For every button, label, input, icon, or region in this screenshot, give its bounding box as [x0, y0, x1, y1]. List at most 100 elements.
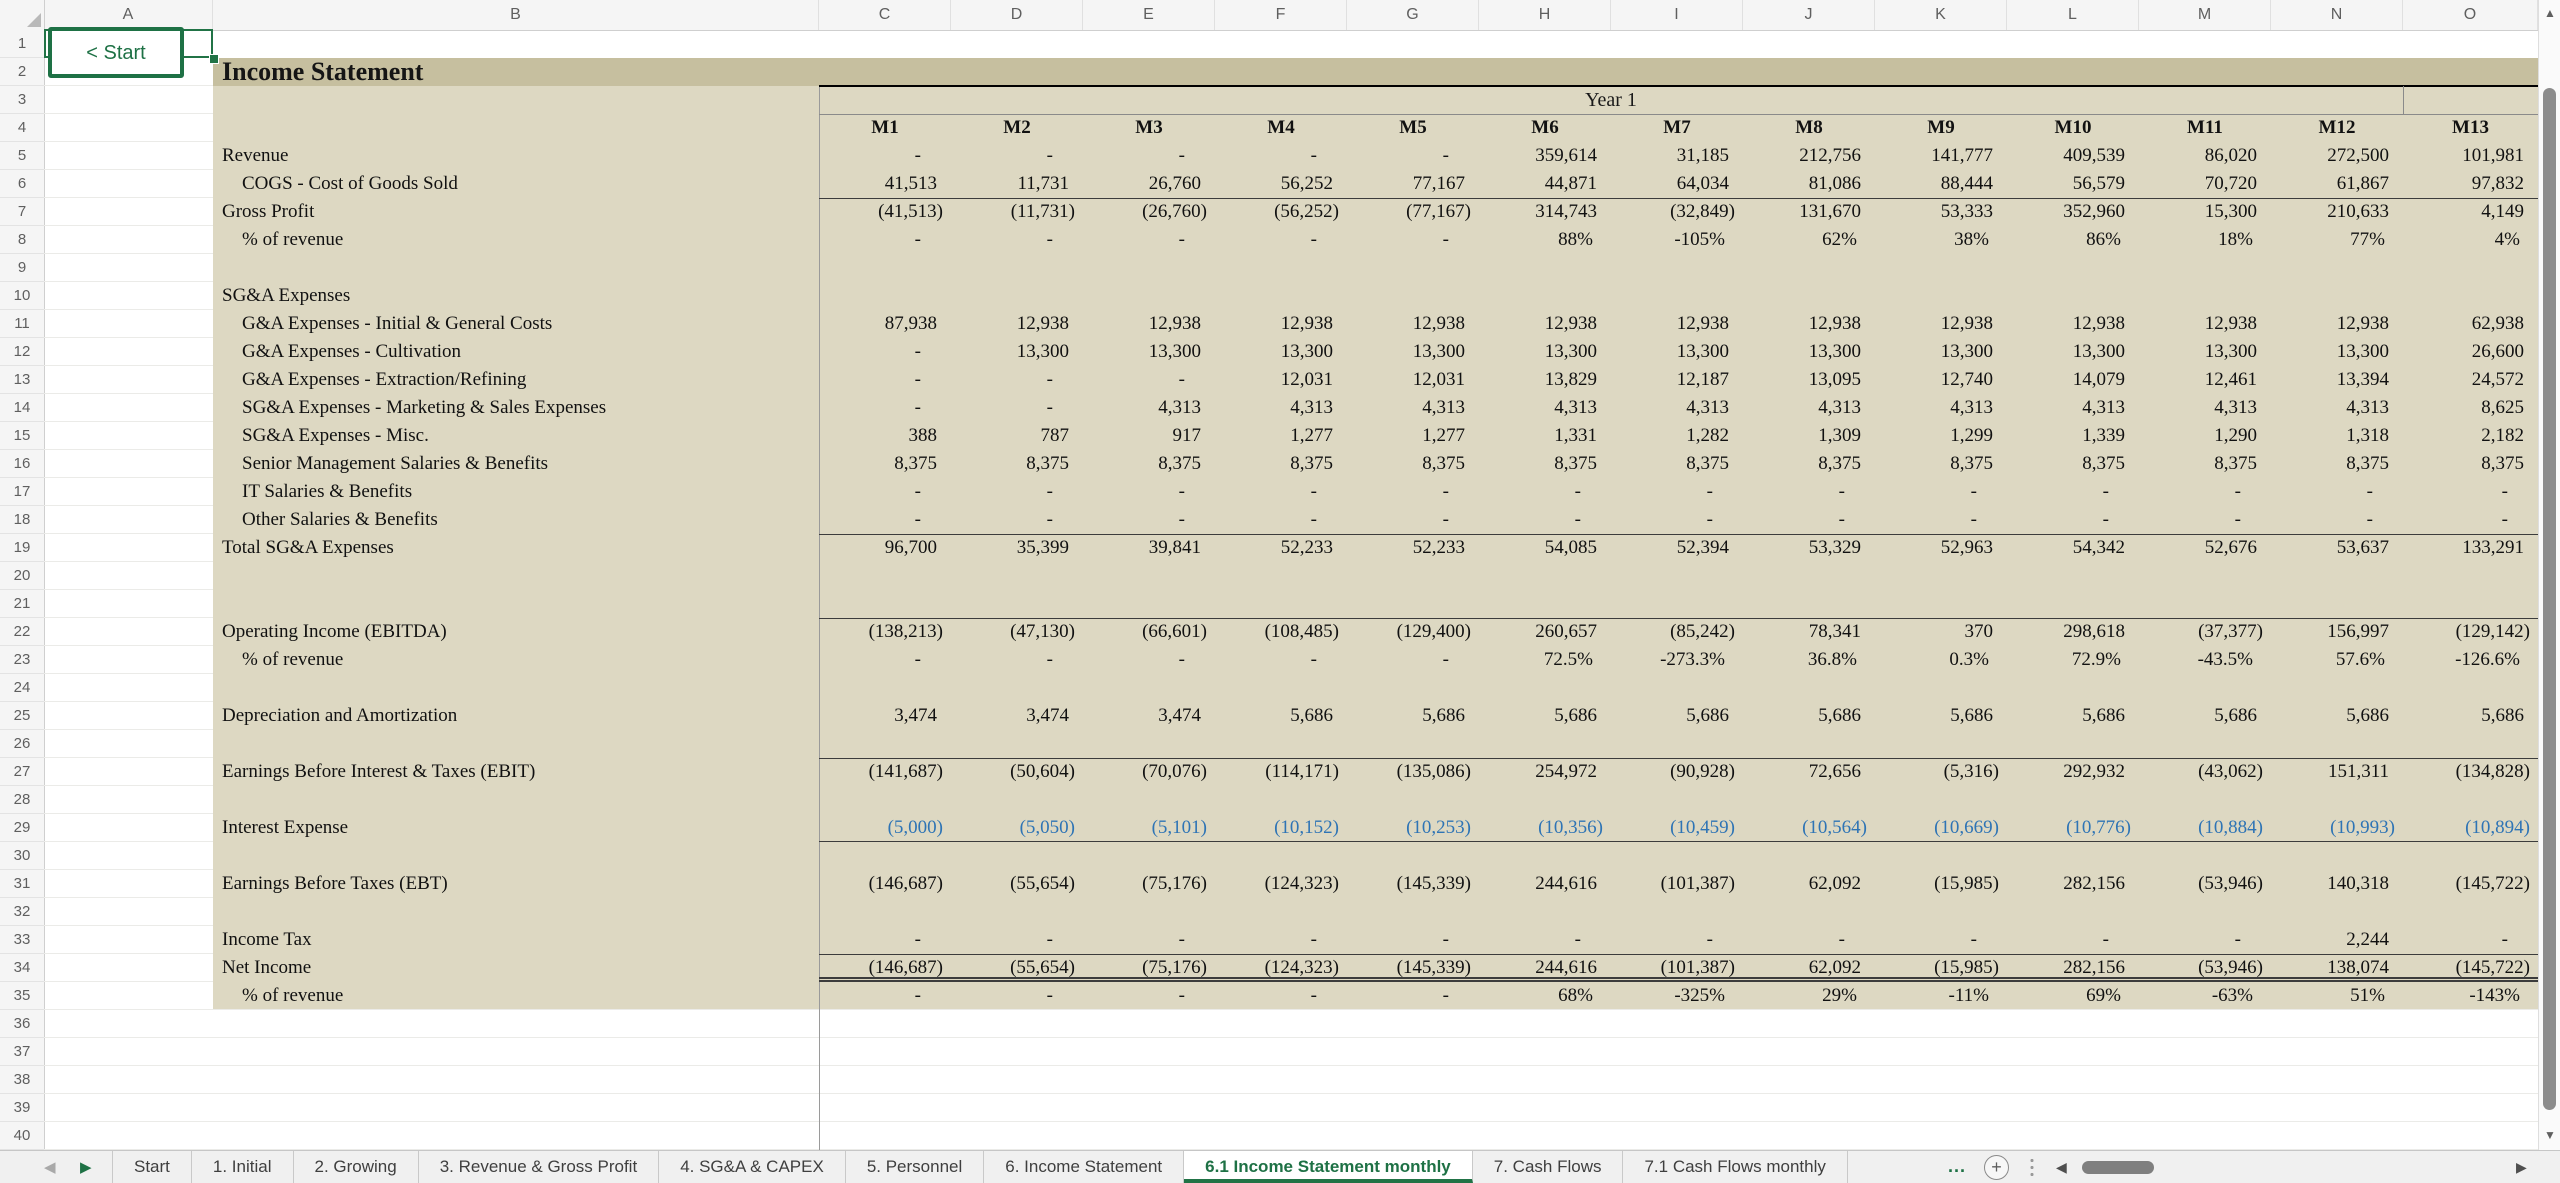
cell[interactable]: (124,323) — [1264, 873, 1339, 894]
cell[interactable]: 78,341 — [1808, 621, 1861, 642]
cell[interactable]: - — [1046, 481, 1053, 502]
sheet-tab-1-initial[interactable]: 1. Initial — [192, 1151, 294, 1183]
cell[interactable]: 12,740 — [1940, 369, 1993, 390]
scroll-up-icon[interactable]: ▲ — [2544, 6, 2556, 20]
sheet-tab-6-1-income-statement-monthly[interactable]: 6.1 Income Statement monthly — [1184, 1151, 1473, 1183]
cell[interactable]: 12,938 — [1940, 313, 1993, 334]
cell[interactable]: 314,743 — [1535, 201, 1597, 222]
cell[interactable]: (56,252) — [1274, 201, 1339, 222]
cell[interactable]: 26,600 — [2471, 341, 2524, 362]
cell[interactable]: 72.9% — [2071, 649, 2121, 670]
cell[interactable]: 72.5% — [1543, 649, 1593, 670]
cell[interactable]: - — [1310, 985, 1317, 1006]
column-header-O[interactable]: O — [2403, 0, 2538, 30]
cell[interactable]: - — [1442, 649, 1449, 670]
cell[interactable]: (55,654) — [1010, 873, 1075, 894]
cell[interactable]: 210,633 — [2327, 201, 2389, 222]
row-header-36[interactable]: 36 — [0, 1010, 44, 1038]
cell[interactable]: 62% — [1822, 229, 1857, 250]
cell[interactable]: 13,300 — [2204, 341, 2257, 362]
cell[interactable]: 1,277 — [1422, 425, 1465, 446]
cell[interactable]: - — [1310, 145, 1317, 166]
cell[interactable]: (5,050) — [1019, 817, 1075, 838]
row-header-8[interactable]: 8 — [0, 226, 44, 254]
cell[interactable]: - — [914, 481, 921, 502]
vertical-scroll-thumb[interactable] — [2543, 88, 2556, 1110]
cell[interactable]: 3,474 — [1026, 705, 1069, 726]
cell[interactable]: - — [1310, 649, 1317, 670]
cell[interactable]: 260,657 — [1535, 621, 1597, 642]
cell[interactable]: 18% — [2218, 229, 2253, 250]
cell[interactable]: - — [1046, 397, 1053, 418]
cell[interactable]: -63% — [2211, 985, 2253, 1006]
cell[interactable]: (70,076) — [1142, 761, 1207, 782]
cell[interactable]: 29% — [1822, 985, 1857, 1006]
cell[interactable]: (146,687) — [868, 873, 943, 894]
cell[interactable]: 272,500 — [2327, 145, 2389, 166]
cell[interactable]: 12,938 — [1280, 313, 1333, 334]
cell[interactable]: - — [1046, 929, 1053, 950]
cell[interactable]: 8,375 — [1158, 453, 1201, 474]
cell[interactable]: - — [1046, 649, 1053, 670]
cell[interactable]: (75,176) — [1142, 957, 1207, 978]
cell[interactable]: 97,832 — [2471, 173, 2524, 194]
cell[interactable]: 5,686 — [1422, 705, 1465, 726]
cell[interactable]: 54,342 — [2072, 537, 2125, 558]
cell[interactable]: 254,972 — [1535, 761, 1597, 782]
row-header-21[interactable]: 21 — [0, 590, 44, 618]
vertical-scrollbar[interactable]: ▲ ▼ — [2538, 0, 2560, 1150]
start-button[interactable]: < Start — [48, 27, 184, 78]
horizontal-scroll-thumb[interactable] — [2082, 1161, 2154, 1174]
cell[interactable]: 13,300 — [1148, 341, 1201, 362]
cell[interactable]: - — [1178, 481, 1185, 502]
cell[interactable]: 1,309 — [1818, 425, 1861, 446]
year-header-cell[interactable]: Year 1 — [1585, 89, 1637, 111]
cell[interactable]: 101,981 — [2462, 145, 2524, 166]
cell[interactable]: 409,539 — [2063, 145, 2125, 166]
cell[interactable]: 13,300 — [1016, 341, 1069, 362]
cell[interactable]: 2,244 — [2346, 929, 2389, 950]
row-header-12[interactable]: 12 — [0, 338, 44, 366]
cell[interactable]: (10,993) — [2330, 817, 2395, 838]
row-header-19[interactable]: 19 — [0, 534, 44, 562]
row-header-4[interactable]: 4 — [0, 114, 44, 142]
hscroll-left-icon[interactable]: ◀ — [2056, 1159, 2067, 1175]
cell[interactable]: 88% — [1558, 229, 1593, 250]
more-sheets-indicator[interactable]: ... — [1948, 1156, 1967, 1176]
column-header-A[interactable]: A — [44, 0, 213, 30]
cell[interactable]: 86,020 — [2204, 145, 2257, 166]
cell[interactable]: 13,829 — [1544, 369, 1597, 390]
cell[interactable]: (101,387) — [1660, 873, 1735, 894]
row-header-20[interactable]: 20 — [0, 562, 44, 590]
cell[interactable]: 14,079 — [2072, 369, 2125, 390]
cell[interactable]: 56,579 — [2072, 173, 2125, 194]
cell[interactable]: (55,654) — [1010, 957, 1075, 978]
cell[interactable]: 298,618 — [2063, 621, 2125, 642]
cell[interactable]: (129,142) — [2455, 621, 2530, 642]
cell[interactable]: - — [2501, 481, 2508, 502]
cell[interactable]: (26,760) — [1142, 201, 1207, 222]
cell[interactable]: 36.8% — [1807, 649, 1857, 670]
cell[interactable]: 62,092 — [1808, 873, 1861, 894]
month-header-M8[interactable]: M8 — [1795, 117, 1823, 138]
cell[interactable]: - — [1310, 929, 1317, 950]
cell[interactable]: 12,031 — [1412, 369, 1465, 390]
cell[interactable]: - — [914, 341, 921, 362]
row-header-27[interactable]: 27 — [0, 758, 44, 786]
cell[interactable]: - — [1574, 929, 1581, 950]
next-sheet-icon[interactable]: ▶ — [80, 1159, 92, 1176]
column-header-K[interactable]: K — [1875, 0, 2007, 30]
cell[interactable]: 4,313 — [2082, 397, 2125, 418]
row-header-39[interactable]: 39 — [0, 1094, 44, 1122]
cell[interactable]: (145,722) — [2455, 957, 2530, 978]
cell[interactable]: 5,686 — [1686, 705, 1729, 726]
cell[interactable]: - — [1970, 509, 1977, 530]
cell[interactable]: (37,377) — [2198, 621, 2263, 642]
cell[interactable]: 53,333 — [1940, 201, 1993, 222]
row-header-22[interactable]: 22 — [0, 618, 44, 646]
cell[interactable]: - — [2366, 481, 2373, 502]
sheet-tab-2-growing[interactable]: 2. Growing — [294, 1151, 419, 1183]
cell[interactable]: 212,756 — [1799, 145, 1861, 166]
cell[interactable]: (10,776) — [2066, 817, 2131, 838]
cell[interactable]: - — [914, 649, 921, 670]
